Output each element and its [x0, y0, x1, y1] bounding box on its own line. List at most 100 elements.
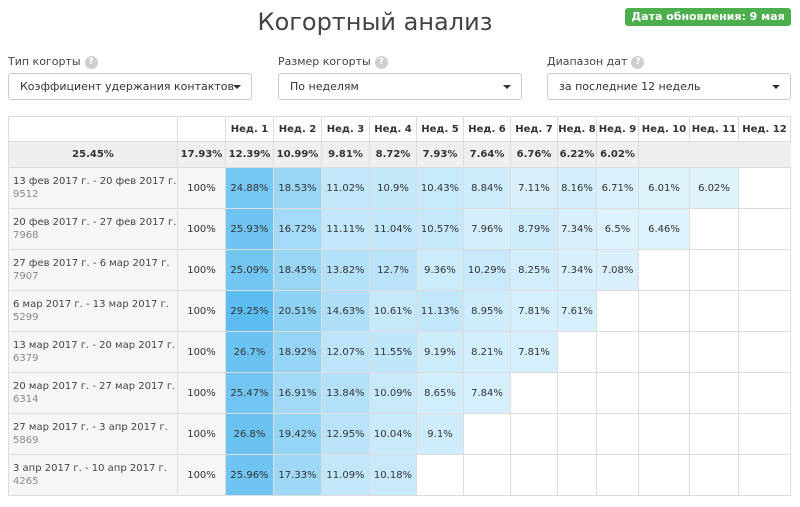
- retention-cell: 12.7%: [369, 249, 417, 291]
- cohort-label: 6 мар 2017 г. - 13 мар 2017 г. 5299: [8, 290, 178, 332]
- empty-cell: [689, 208, 739, 250]
- retention-cell: 12.07%: [321, 331, 370, 373]
- table-row: 20 фев 2017 г. - 27 фев 2017 г. 7968 100% 2…: [8, 208, 791, 250]
- empty-cell: [689, 454, 739, 496]
- cohort-label: 20 мар 2017 г. - 27 мар 2017 г. 6314: [8, 372, 178, 414]
- header-week[interactable]: Нед. 9: [596, 116, 639, 142]
- header-week[interactable]: Нед. 2: [273, 116, 322, 142]
- retention-cell: 8.84%: [463, 167, 511, 209]
- header-week[interactable]: Нед. 4: [369, 116, 417, 142]
- retention-cell: 12.95%: [321, 413, 370, 455]
- retention-cell: 26.7%: [225, 331, 274, 373]
- retention-cell: 11.02%: [321, 167, 370, 209]
- header-week[interactable]: Нед. 3: [321, 116, 370, 142]
- empty-cell: [738, 208, 791, 250]
- cohort-size: 7968: [13, 230, 39, 241]
- summary-empty: [689, 141, 739, 168]
- header-week[interactable]: Нед. 8: [557, 116, 597, 142]
- header-week[interactable]: Нед. 6: [463, 116, 511, 142]
- retention-cell: 9.19%: [416, 331, 464, 373]
- retention-cell: 8.16%: [557, 167, 597, 209]
- table-row: 3 апр 2017 г. - 10 апр 2017 г. 4265 100% 25…: [8, 454, 791, 496]
- empty-cell: [638, 249, 690, 291]
- cohort-dates: 3 апр 2017 г. - 10 апр 2017 г.: [13, 463, 167, 474]
- cohort-dates: 13 фев 2017 г. - 20 фев 2017 г.: [13, 176, 177, 187]
- header-week[interactable]: Нед. 7: [510, 116, 558, 142]
- empty-cell: [638, 290, 690, 332]
- empty-cell: [510, 454, 558, 496]
- summary-value: 7.64%: [463, 141, 511, 168]
- retention-cell: 24.88%: [225, 167, 274, 209]
- cohort-label: 3 апр 2017 г. - 10 апр 2017 г. 4265: [8, 454, 178, 496]
- chevron-down-icon: [503, 85, 511, 89]
- retention-cell: 7.81%: [510, 331, 558, 373]
- summary-empty: [738, 141, 791, 168]
- cohort-size-value: По неделям: [290, 80, 359, 93]
- retention-cell: 19.42%: [273, 413, 322, 455]
- empty-cell: [596, 454, 639, 496]
- help-icon[interactable]: ?: [374, 55, 388, 69]
- cohort-type-select[interactable]: Коэффициент удержания контактов: [8, 73, 252, 100]
- empty-cell: [738, 167, 791, 209]
- empty-cell: [557, 413, 597, 455]
- cohort-size: 6314: [13, 394, 39, 405]
- retention-cell: 7.84%: [463, 372, 511, 414]
- retention-cell: 11.13%: [416, 290, 464, 332]
- table-row: 20 мар 2017 г. - 27 мар 2017 г. 6314 100% 2…: [8, 372, 791, 414]
- cohort-type-value: Коэффициент удержания контактов: [20, 80, 234, 93]
- empty-cell: [689, 413, 739, 455]
- header-week[interactable]: Нед. 11: [689, 116, 739, 142]
- retention-cell: 16.91%: [273, 372, 322, 414]
- table-row: 27 мар 2017 г. - 3 апр 2017 г. 5869 100% 26…: [8, 413, 791, 455]
- retention-cell: 6.5%: [596, 208, 639, 250]
- empty-cell: [738, 413, 791, 455]
- help-icon[interactable]: ?: [631, 55, 645, 69]
- retention-cell: 10.29%: [463, 249, 511, 291]
- cohort-total: 100%: [177, 249, 226, 291]
- table-row: 27 фев 2017 г. - 6 мар 2017 г. 7907 100% 25…: [8, 249, 791, 291]
- header-week[interactable]: Нед. 5: [416, 116, 464, 142]
- retention-cell: 13.82%: [321, 249, 370, 291]
- empty-cell: [738, 372, 791, 414]
- cohort-total: 100%: [177, 331, 226, 373]
- retention-cell: 10.57%: [416, 208, 464, 250]
- table-row: 6 мар 2017 г. - 13 мар 2017 г. 5299 100% 29…: [8, 290, 791, 332]
- date-range-select[interactable]: за последние 12 недель: [547, 73, 791, 100]
- header-week[interactable]: Нед. 12: [738, 116, 791, 142]
- retention-cell: 7.34%: [557, 249, 597, 291]
- cohort-size-select[interactable]: По неделям: [278, 73, 522, 100]
- retention-cell: 7.11%: [510, 167, 558, 209]
- empty-cell: [557, 372, 597, 414]
- retention-cell: 6.01%: [638, 167, 690, 209]
- empty-cell: [689, 331, 739, 373]
- retention-cell: 11.11%: [321, 208, 370, 250]
- retention-cell: 6.46%: [638, 208, 690, 250]
- cohort-total: 100%: [177, 290, 226, 332]
- cohort-type-label: Тип когорты?: [8, 55, 98, 69]
- retention-cell: 7.34%: [557, 208, 597, 250]
- cohort-size: 5299: [13, 312, 39, 323]
- header-total: [177, 116, 226, 142]
- header-row: Нед. 1 Нед. 2 Нед. 3 Нед. 4 Нед. 5 Нед. …: [8, 116, 791, 142]
- retention-cell: 8.25%: [510, 249, 558, 291]
- empty-cell: [557, 454, 597, 496]
- help-icon[interactable]: ?: [84, 55, 98, 69]
- retention-cell: 8.79%: [510, 208, 558, 250]
- retention-cell: 10.9%: [369, 167, 417, 209]
- header-week[interactable]: Нед. 1: [225, 116, 274, 142]
- header-week[interactable]: Нед. 10: [638, 116, 690, 142]
- cohort-dates: 27 фев 2017 г. - 6 мар 2017 г.: [13, 258, 170, 269]
- cohort-label: 13 фев 2017 г. - 20 фев 2017 г. 9512: [8, 167, 178, 209]
- chevron-down-icon: [233, 85, 241, 89]
- cohort-dates: 20 фев 2017 г. - 27 фев 2017 г.: [13, 217, 177, 228]
- summary-value: 10.99%: [273, 141, 322, 168]
- cohort-size-label: Размер когорты?: [278, 55, 388, 69]
- empty-cell: [689, 249, 739, 291]
- cohort-size: 5869: [13, 435, 39, 446]
- retention-cell: 7.96%: [463, 208, 511, 250]
- update-date-badge: Дата обновления: 9 мая 2017 г.: [625, 8, 791, 41]
- empty-cell: [738, 249, 791, 291]
- cohort-total: 100%: [177, 208, 226, 250]
- empty-cell: [596, 290, 639, 332]
- retention-cell: 18.92%: [273, 331, 322, 373]
